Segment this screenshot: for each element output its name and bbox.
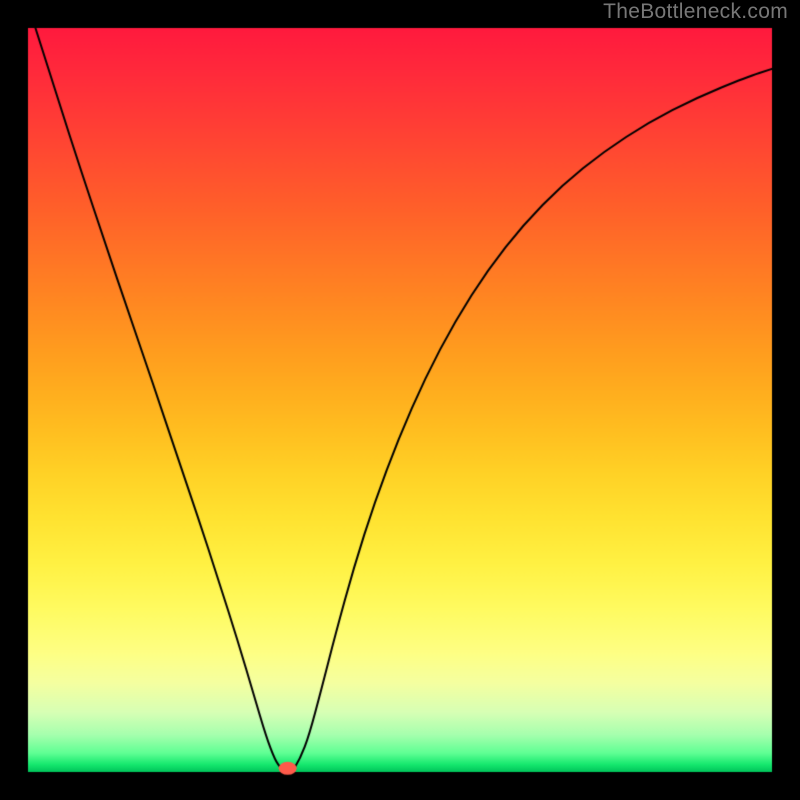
bottleneck-chart <box>0 0 800 800</box>
